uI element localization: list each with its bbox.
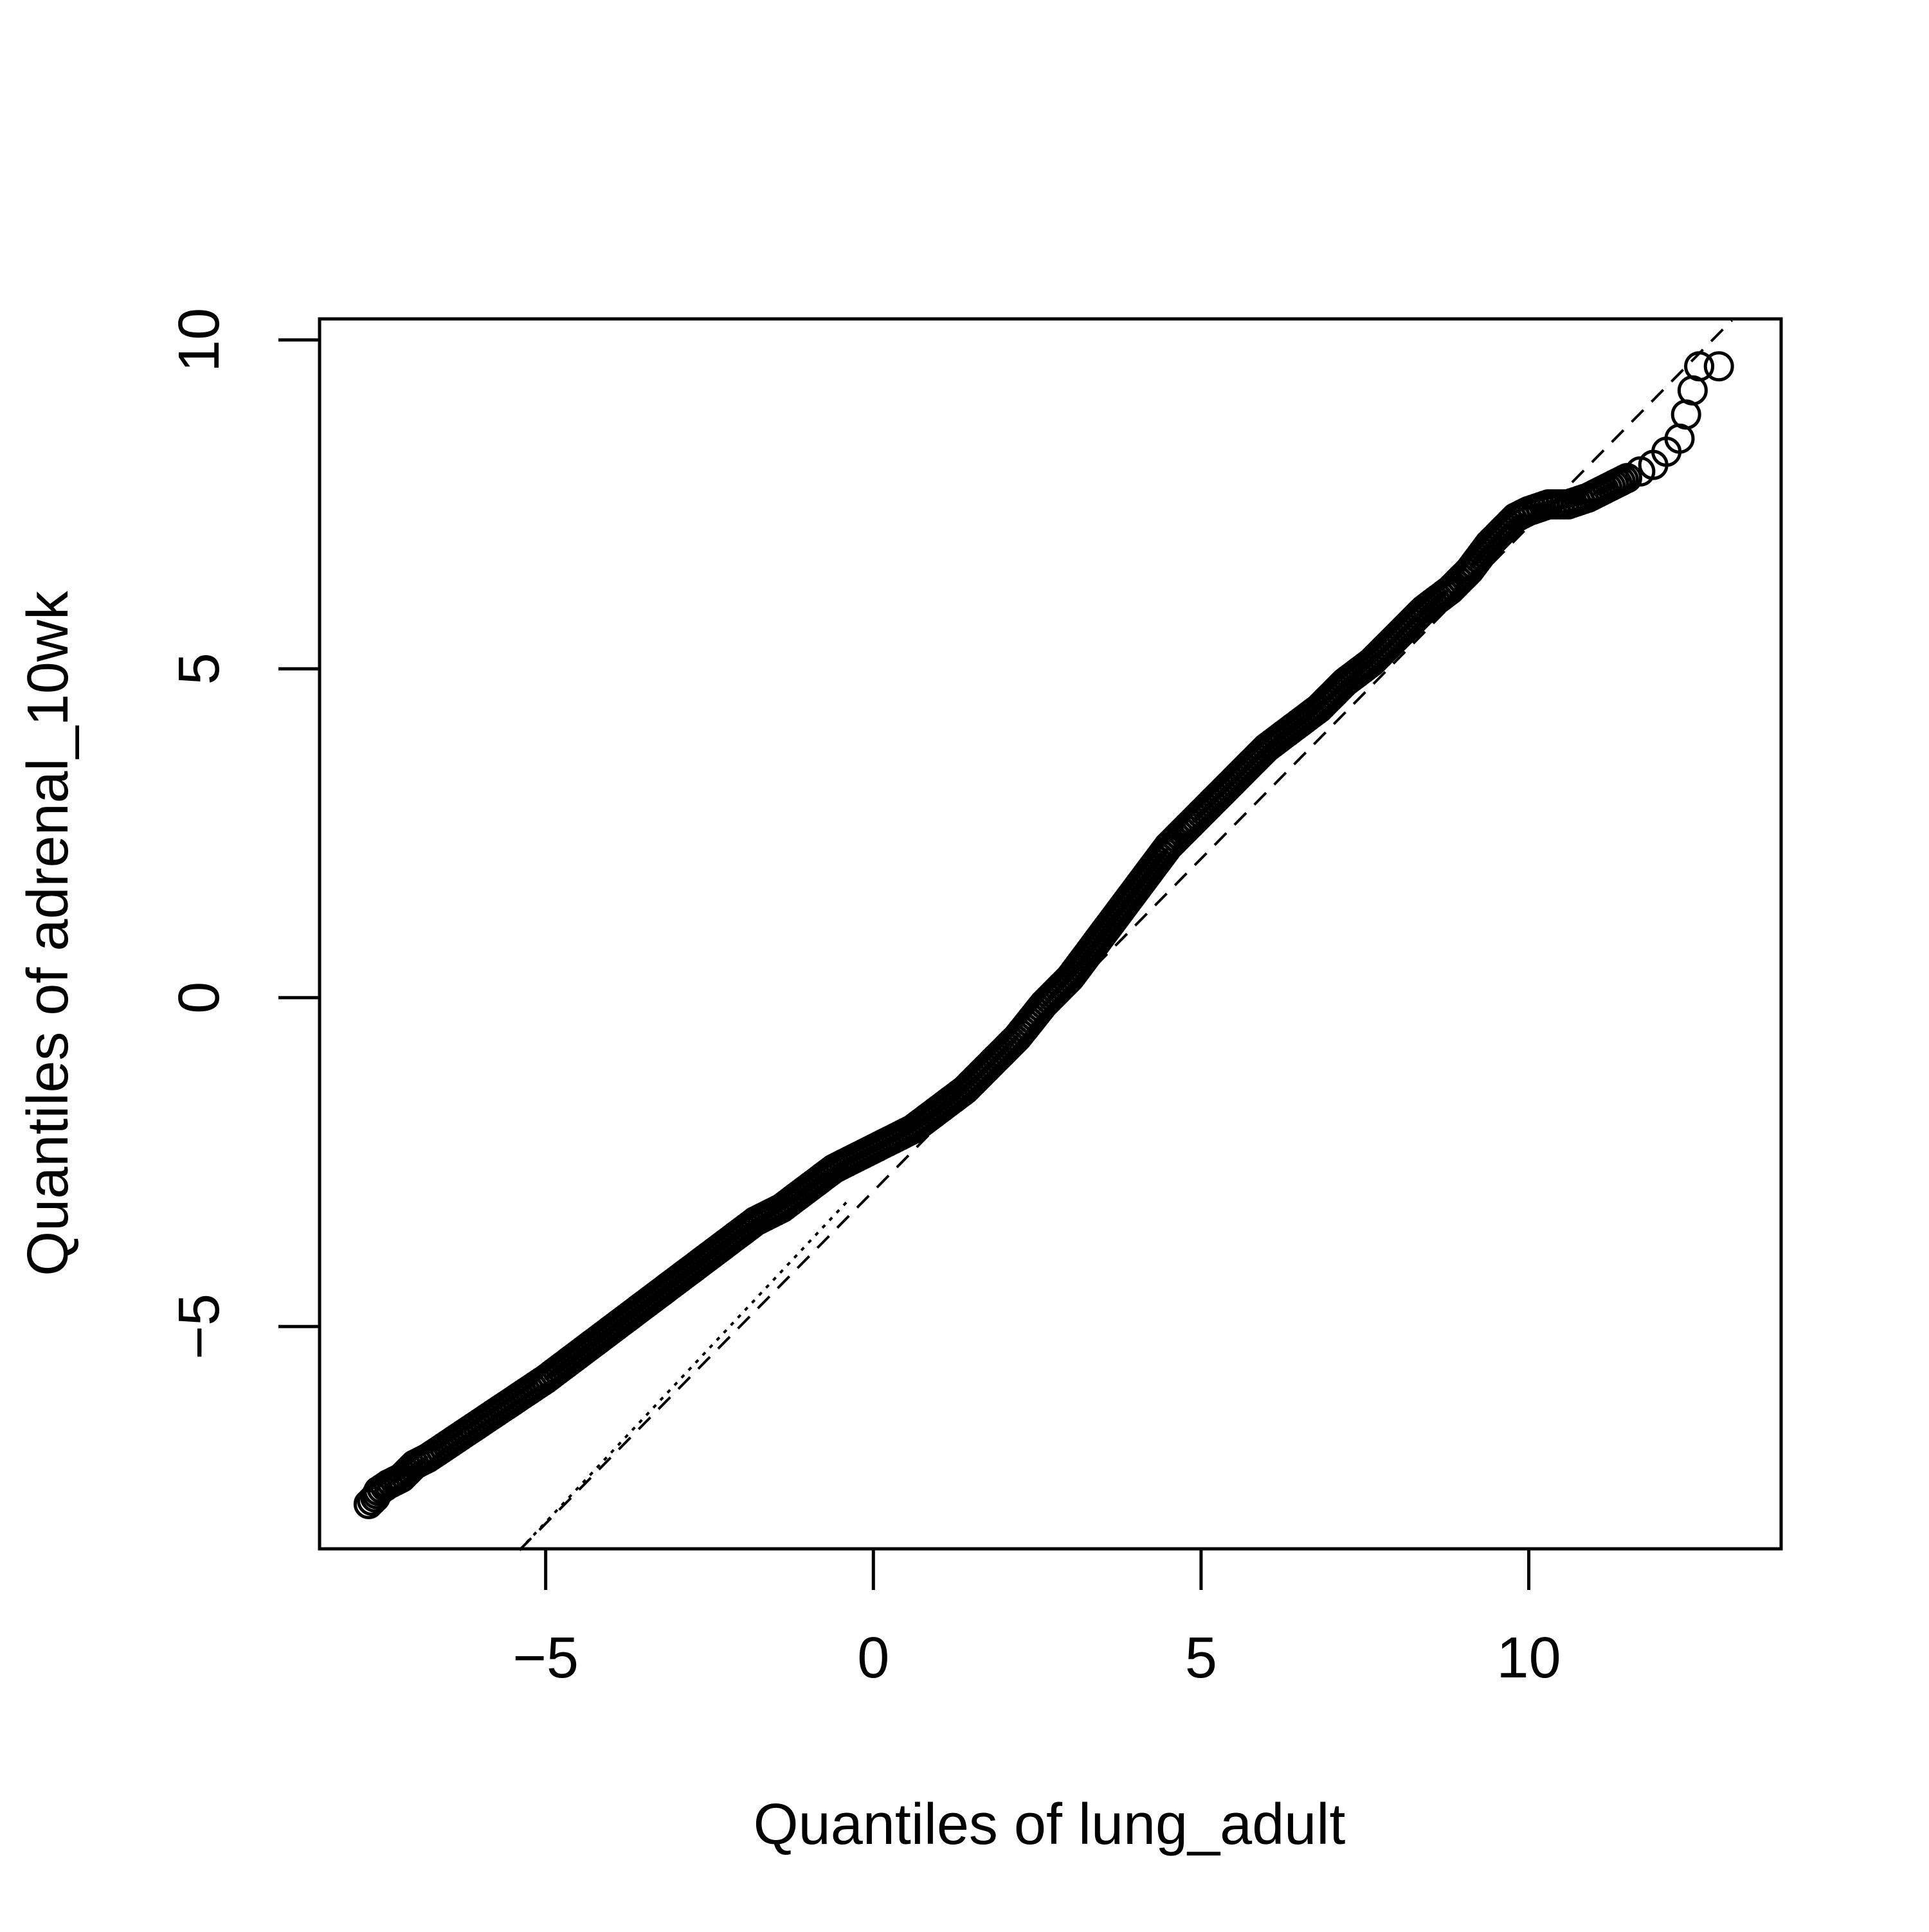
dotted-guide-line: [518, 1200, 848, 1551]
y-tick-label: 10: [167, 308, 231, 372]
x-axis-label: Quantiles of lung_adult: [754, 1792, 1346, 1857]
y-axis: −5 0 5 10: [167, 308, 322, 1360]
y-tick-label: −5: [167, 1294, 231, 1360]
x-tick-label: 10: [1497, 1626, 1561, 1690]
reference-lines: [518, 319, 1733, 1551]
dashed-reference-line: [518, 319, 1733, 1551]
y-tick-label: 5: [167, 653, 231, 685]
y-tick-label: 0: [167, 982, 231, 1014]
x-tick-label: −5: [512, 1626, 579, 1690]
data-points: [353, 351, 1734, 1519]
x-tick-label: 0: [857, 1626, 889, 1690]
x-tick-label: 5: [1185, 1626, 1217, 1690]
data-point: [1684, 351, 1715, 382]
data-point: [1703, 351, 1734, 382]
y-axis-label: Quantiles of adrenal_10wk: [16, 590, 80, 1276]
x-axis: −5 0 5 10: [512, 1547, 1561, 1690]
